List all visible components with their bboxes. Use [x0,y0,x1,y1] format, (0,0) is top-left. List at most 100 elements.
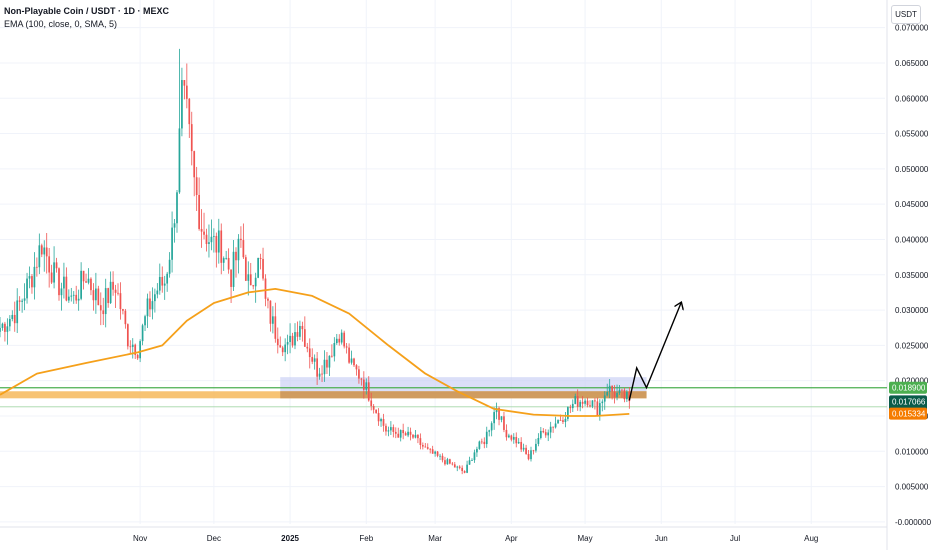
candle-body [609,386,611,392]
candle [7,318,9,344]
candle-body [169,260,171,274]
candle [235,247,237,277]
candle-body [336,339,338,343]
candle-body [375,410,377,413]
candle [220,223,222,274]
candle [454,462,456,468]
candle [442,453,444,462]
candle [223,256,225,271]
candle [83,271,85,290]
candle-body [250,274,252,285]
candle-body [587,401,589,406]
candle [557,419,559,423]
candle-body [34,267,36,287]
candle-body [368,382,370,400]
candle-body [11,315,13,319]
indicator-label[interactable]: EMA (100, close, 0, SMA, 5) [4,18,169,31]
candle-body [621,390,623,391]
candle [129,340,131,353]
y-axis-ticks: 0.070000 0.065000 0.060000 0.055000 0.050000… [895,24,932,527]
candle-body [565,419,567,422]
candle-body [444,460,446,464]
candle [102,298,104,325]
candle-body [346,346,348,347]
candle-body [392,427,394,432]
candle [127,323,129,349]
candle-body [415,435,417,438]
candle-body [390,427,392,430]
y-tick-label: 0.025000 [895,341,929,350]
candle [338,334,340,345]
candle-body [225,258,227,259]
candle-body [476,449,478,452]
candle-body [388,430,390,431]
ema-price-tag: 0.015334 [892,410,926,419]
candle [294,323,296,349]
candle-body [464,471,466,473]
candle-body [469,460,471,464]
candle [415,430,417,438]
candle [188,98,190,138]
candle-body [277,339,279,345]
y-tick-label: 0.040000 [895,235,929,244]
candle-body [139,341,141,358]
candle-body [24,298,26,300]
candle-body [604,395,606,401]
candle [70,288,72,302]
candle-body [156,291,158,295]
candle [80,262,82,300]
candle [90,277,92,295]
candle-body [459,467,461,468]
candle [392,424,394,437]
currency-unit-button[interactable]: USDT [891,5,921,24]
candle-body [218,231,220,253]
candle-body [540,431,542,438]
candle-body [422,445,424,447]
candle-body [68,297,70,301]
candle [346,343,348,354]
candle-body [46,247,48,256]
candle [579,400,581,411]
candle-body [373,406,375,410]
candle-body [552,427,554,428]
candle [284,338,286,361]
candle-body [38,245,40,267]
candle-body [424,447,426,448]
candle-body [257,258,259,278]
x-tick-label: Jul [730,534,740,543]
candle-body [624,390,626,399]
candle [243,223,245,258]
candle [75,286,77,304]
candle [309,338,311,368]
candle [496,403,498,420]
candle [21,299,23,313]
candle [329,355,331,376]
candle [110,271,112,303]
y-tick-label: 0.050000 [895,165,929,174]
candle [206,229,208,252]
candle [159,264,161,295]
candle [29,267,31,289]
candle [156,283,158,298]
candle [545,429,547,438]
candle-body [265,279,267,299]
candle-body [574,396,576,404]
candle [476,447,478,457]
candle [304,316,306,346]
candle [100,292,102,325]
symbol-title[interactable]: Non-Playable Coin / USDT · 1D · MEXC [4,5,169,18]
candle-body [299,326,301,337]
candle-body [95,289,97,301]
candle [122,309,124,315]
candle [333,337,335,361]
candle-body [434,452,436,454]
candle [68,289,70,303]
candle-body [223,258,225,263]
candle-body [412,435,414,438]
candle-body [93,290,95,300]
candle-body [211,237,213,242]
candle [211,219,213,250]
candle-body [555,424,557,428]
candle [343,331,345,349]
